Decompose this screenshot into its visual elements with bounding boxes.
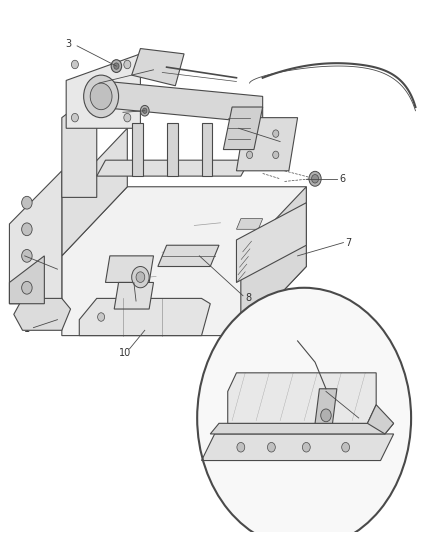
Polygon shape bbox=[106, 256, 153, 282]
Polygon shape bbox=[228, 373, 376, 423]
Circle shape bbox=[237, 442, 245, 452]
Polygon shape bbox=[97, 160, 250, 176]
Circle shape bbox=[311, 174, 318, 183]
Circle shape bbox=[302, 442, 310, 452]
Circle shape bbox=[114, 63, 119, 69]
Circle shape bbox=[124, 60, 131, 69]
Polygon shape bbox=[180, 256, 206, 266]
Circle shape bbox=[342, 442, 350, 452]
Polygon shape bbox=[223, 107, 263, 150]
Polygon shape bbox=[237, 219, 263, 229]
Polygon shape bbox=[14, 298, 71, 330]
Polygon shape bbox=[241, 187, 306, 336]
Circle shape bbox=[247, 130, 253, 138]
Circle shape bbox=[84, 75, 119, 118]
Text: 7: 7 bbox=[346, 238, 352, 247]
Circle shape bbox=[273, 130, 279, 138]
Polygon shape bbox=[114, 282, 153, 309]
Polygon shape bbox=[315, 389, 337, 423]
Text: 3: 3 bbox=[65, 39, 71, 49]
Polygon shape bbox=[123, 293, 149, 304]
Circle shape bbox=[321, 409, 331, 422]
Polygon shape bbox=[166, 123, 177, 176]
Circle shape bbox=[141, 106, 149, 116]
Text: 11: 11 bbox=[358, 415, 371, 425]
Circle shape bbox=[21, 223, 32, 236]
Text: 5: 5 bbox=[283, 138, 290, 148]
Circle shape bbox=[71, 60, 78, 69]
Polygon shape bbox=[237, 118, 297, 171]
Text: 2: 2 bbox=[15, 250, 21, 260]
Circle shape bbox=[71, 114, 78, 122]
Text: 8: 8 bbox=[246, 293, 252, 303]
Circle shape bbox=[136, 272, 145, 282]
Circle shape bbox=[21, 281, 32, 294]
Polygon shape bbox=[66, 54, 141, 128]
Circle shape bbox=[98, 313, 105, 321]
Text: 3: 3 bbox=[113, 107, 120, 117]
Circle shape bbox=[90, 83, 112, 110]
Circle shape bbox=[132, 266, 149, 288]
Circle shape bbox=[111, 60, 122, 72]
Polygon shape bbox=[10, 256, 44, 304]
Circle shape bbox=[309, 171, 321, 186]
Polygon shape bbox=[201, 123, 212, 176]
Polygon shape bbox=[367, 405, 394, 434]
Text: 10: 10 bbox=[119, 348, 131, 358]
Polygon shape bbox=[158, 245, 219, 266]
Polygon shape bbox=[97, 80, 263, 123]
Polygon shape bbox=[62, 128, 127, 256]
Polygon shape bbox=[201, 434, 394, 461]
Polygon shape bbox=[79, 298, 210, 336]
Circle shape bbox=[124, 114, 131, 122]
Text: 1: 1 bbox=[24, 324, 30, 334]
Circle shape bbox=[247, 151, 253, 159]
Circle shape bbox=[273, 151, 279, 159]
Circle shape bbox=[197, 288, 411, 533]
Polygon shape bbox=[210, 423, 394, 434]
Polygon shape bbox=[132, 123, 143, 176]
Circle shape bbox=[21, 249, 32, 262]
Text: 4: 4 bbox=[89, 79, 95, 89]
Polygon shape bbox=[10, 171, 62, 304]
Circle shape bbox=[21, 196, 32, 209]
Circle shape bbox=[268, 442, 276, 452]
Polygon shape bbox=[62, 91, 97, 197]
Text: LF: LF bbox=[283, 336, 291, 345]
Polygon shape bbox=[62, 187, 306, 336]
Text: 9: 9 bbox=[130, 301, 136, 311]
Circle shape bbox=[143, 108, 147, 114]
Text: 6: 6 bbox=[339, 174, 346, 184]
Polygon shape bbox=[132, 49, 184, 86]
Polygon shape bbox=[237, 203, 306, 282]
